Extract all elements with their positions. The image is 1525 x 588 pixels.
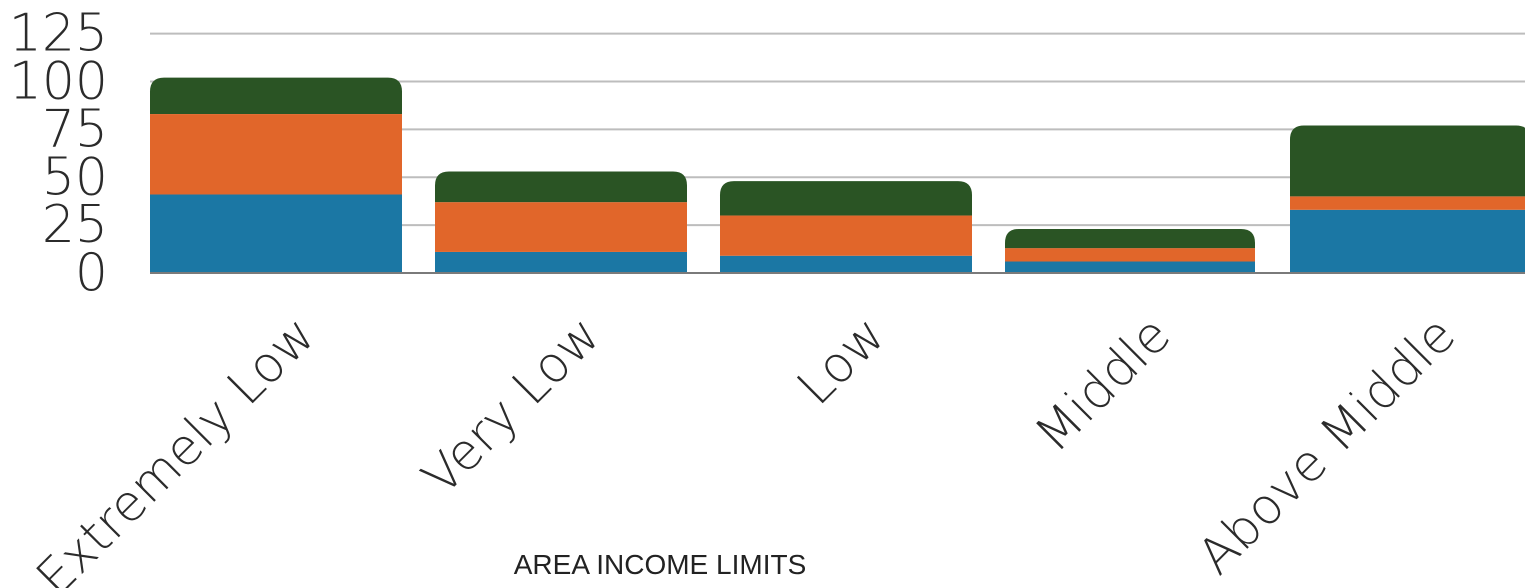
bar-segment-1-middle bbox=[1005, 261, 1255, 273]
bar-segment-3-low bbox=[720, 181, 972, 216]
x-category-labels: Extremely Low Very Low Low Middle Above Midd… bbox=[25, 305, 1466, 588]
y-tick-label: 50 bbox=[42, 147, 108, 207]
bar-segment-1-very-low bbox=[435, 251, 687, 273]
x-category-label: Very Low bbox=[411, 305, 612, 506]
x-category-label: Low bbox=[786, 305, 897, 416]
bars bbox=[150, 77, 1525, 273]
y-tick-label: 0 bbox=[75, 243, 108, 303]
x-category-label: Extremely Low bbox=[25, 305, 326, 588]
y-tick-label: 75 bbox=[42, 99, 108, 159]
bar-segment-2-above-middle bbox=[1290, 196, 1525, 210]
y-tick-label: 125 bbox=[9, 4, 108, 64]
bar-segment-3-above-middle bbox=[1290, 125, 1525, 197]
bar-segment-1-extremely-low bbox=[150, 194, 402, 273]
bar-segment-1-above-middle bbox=[1290, 209, 1525, 273]
y-tick-label: 25 bbox=[42, 195, 108, 255]
x-category-label: Middle bbox=[1024, 305, 1182, 463]
bar-segment-2-extremely-low bbox=[150, 114, 402, 195]
x-axis-label: AREA INCOME LIMITS bbox=[514, 549, 807, 580]
x-category-label: Above Middle bbox=[1187, 305, 1467, 585]
bar-segment-2-middle bbox=[1005, 248, 1255, 262]
bar-segment-1-low bbox=[720, 255, 972, 273]
bar-segment-3-middle bbox=[1005, 228, 1255, 249]
bar-segment-2-low bbox=[720, 215, 972, 256]
bar-segment-2-very-low bbox=[435, 202, 687, 252]
bar-segment-3-extremely-low bbox=[150, 77, 402, 115]
y-tick-label: 100 bbox=[9, 52, 108, 112]
bar-segment-3-very-low bbox=[435, 171, 687, 203]
